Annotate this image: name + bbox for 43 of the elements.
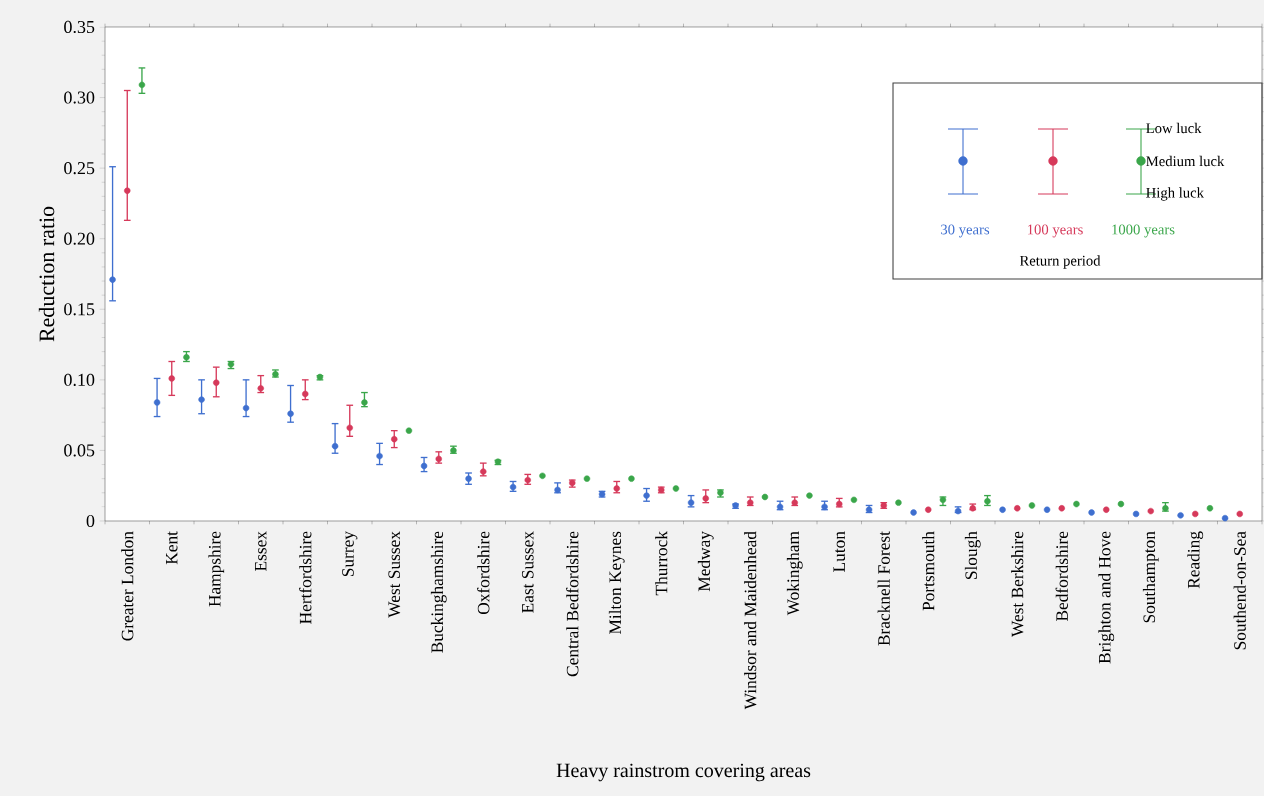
- annotation: Low luck: [1146, 122, 1202, 134]
- x-tick-label: Greater London: [121, 531, 134, 641]
- x-tick-label: West Sussex: [388, 531, 401, 618]
- x-tick-label: Kent: [165, 531, 178, 565]
- x-tick-label: Wokingham: [786, 531, 803, 616]
- annotation: High luck: [1146, 187, 1204, 201]
- x-tick-label: Thurrock: [655, 531, 668, 596]
- x-tick-label: East Sussex: [521, 531, 534, 613]
- text: 100 years: [1028, 224, 1083, 238]
- x-tick-label: Medway: [697, 531, 714, 592]
- y-tick-label: 0.35: [64, 20, 95, 34]
- x-tick-label: Bracknell Forest: [877, 531, 890, 646]
- y-tick-label: 0: [86, 514, 95, 528]
- y-axis-title: Reduction ratio: [38, 206, 55, 342]
- x-tick-label: Southend-on-Sea: [1233, 531, 1246, 650]
- x-tick-label: Oxfordshire: [477, 531, 490, 615]
- x-tick-label: Hampshire: [208, 531, 225, 607]
- x-tick-label: Bedfordshire: [1055, 531, 1068, 622]
- x-tick-label: Milton Keynes: [608, 531, 625, 635]
- x-tick-label: Brighton and Hove: [1098, 531, 1115, 664]
- x-tick-label: Surrey: [342, 531, 358, 577]
- x-tick-label: Luton: [833, 531, 846, 572]
- x-tick-label: Buckinghamshire: [430, 531, 447, 653]
- x-tick-label: Central Bedfordshire: [566, 531, 579, 677]
- legend-title: Return period: [1019, 255, 1101, 269]
- y-tick-label: 0.30: [64, 91, 95, 104]
- x-tick-label: Southampton: [1142, 531, 1159, 623]
- x-tick-label: Portsmouth: [922, 531, 935, 611]
- x-axis-title: Heavy rainstrom covering areas: [556, 763, 811, 782]
- x-tick-label: Windsor and Maidenhead: [744, 531, 757, 710]
- y-tick-label: 0.15: [64, 303, 95, 316]
- y-tick-label: 0.10: [64, 373, 95, 386]
- annotation: Medium luck: [1146, 155, 1225, 167]
- x-tick-label: West Berkshire: [1011, 531, 1024, 637]
- x-tick-label: Hertfordshire: [299, 531, 312, 624]
- x-tick-label: Reading: [1187, 531, 1204, 589]
- y-tick-label: 0.25: [64, 162, 95, 175]
- y-tick-label: 0.20: [64, 232, 95, 245]
- text: 30 years: [941, 224, 990, 238]
- x-tick-label: Slough: [964, 531, 981, 580]
- text: 1000 years: [1112, 224, 1175, 238]
- y-tick-label: 0.05: [64, 444, 95, 457]
- x-tick-label: Essex: [254, 531, 267, 571]
